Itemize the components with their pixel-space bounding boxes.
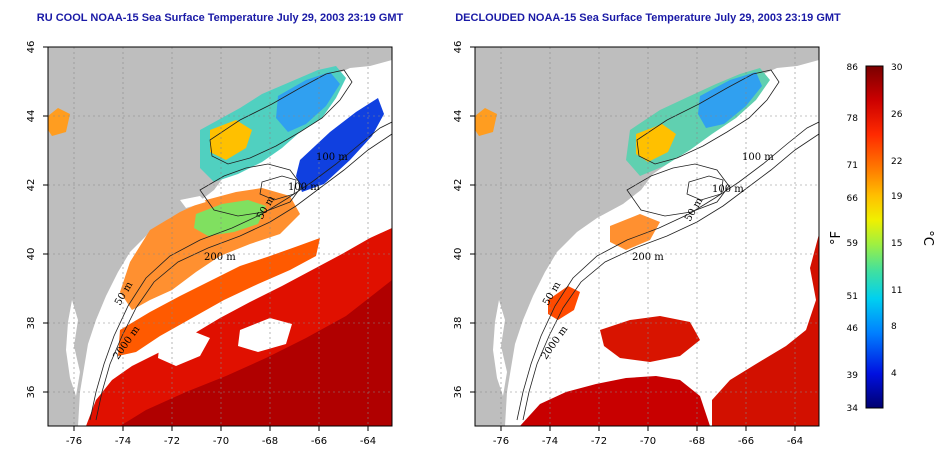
left-x-tick: -68 [262, 436, 278, 447]
right-x-tick-labels: -76 -74 -72 -70 -68 -66 -64 [493, 436, 803, 447]
right-mid-warm [600, 316, 700, 362]
right-warm-patch-ne [636, 124, 676, 162]
colorbar-c-tick: 19 [891, 192, 903, 202]
colorbar-f-tick: 78 [847, 114, 859, 124]
left-cloud-1 [300, 184, 392, 234]
left-contours [89, 69, 392, 421]
left-y-tick-labels: 46 44 42 40 38 36 [26, 41, 37, 399]
right-y-tick-labels: 46 44 42 40 38 36 [453, 41, 464, 399]
colorbar-c-tick: 11 [891, 286, 902, 296]
left-x-tick: -74 [115, 436, 131, 447]
colorbar-c-tick: 22 [891, 157, 902, 167]
left-cloud-2 [158, 330, 210, 366]
right-map-plot [475, 47, 819, 426]
right-x-tick: -66 [738, 436, 754, 447]
right-contour-label-4: 200 m [632, 252, 664, 263]
left-gulf-cold-core [276, 72, 340, 132]
left-georges-bank-cold [296, 98, 384, 192]
colorbar-fahrenheit-unit: °F [829, 231, 844, 245]
left-grid [48, 47, 392, 426]
right-y-tick: 46 [453, 41, 464, 54]
colorbar-celsius-unit: °C [920, 230, 935, 246]
left-y-tick: 40 [26, 248, 37, 261]
colorbar-f-tick: 66 [847, 194, 859, 204]
left-land [48, 47, 392, 426]
left-map-plot [48, 47, 392, 426]
left-y-tick: 38 [26, 317, 37, 330]
right-shelf-patch [610, 214, 660, 250]
right-y-tick: 38 [453, 317, 464, 330]
left-x-tick: -72 [164, 436, 180, 447]
left-contour-label-2: 100 m [288, 182, 320, 193]
left-long-island-sound [180, 196, 206, 208]
colorbar-f-tick: 71 [847, 161, 858, 171]
right-y-tick: 44 [453, 110, 464, 123]
colorbar-c-tick: 26 [891, 110, 903, 120]
left-contour-label-1: 100 m [316, 152, 348, 163]
right-land [475, 47, 819, 426]
right-ticks [470, 46, 796, 431]
right-gulf-cold-core [698, 72, 762, 128]
colorbar-f-tick: 51 [847, 292, 858, 302]
colorbar-celsius-ticks: 30 26 22 19 15 11 8 4 [891, 63, 903, 379]
left-shelf-green [194, 200, 266, 236]
right-south-warm [520, 376, 710, 426]
left-map-frame [47, 46, 393, 427]
right-grid [475, 47, 819, 426]
right-lake-warm [475, 108, 497, 136]
colorbar-gradient [865, 65, 884, 409]
right-contour-label-1: 100 m [742, 152, 774, 163]
right-contour-label-2: 100 m [712, 184, 744, 195]
colorbar-c-tick: 15 [891, 239, 902, 249]
right-map-title: DECLOUDED NOAA-15 Sea Surface Temperatur… [455, 12, 841, 24]
left-map: RU COOL NOAA-15 Sea Surface Temperature … [26, 12, 403, 447]
right-map-frame [474, 46, 820, 427]
left-y-tick: 42 [26, 179, 37, 192]
left-slope-orange [118, 238, 320, 356]
right-contours [516, 69, 819, 421]
right-y-tick: 42 [453, 179, 464, 192]
left-lake-warm [48, 108, 70, 136]
left-x-tick: -76 [66, 436, 82, 447]
colorbar-f-tick: 46 [847, 324, 859, 334]
left-ticks [43, 46, 369, 431]
right-x-tick: -76 [493, 436, 509, 447]
colorbar-f-tick: 34 [847, 404, 859, 414]
left-x-tick: -64 [360, 436, 376, 447]
colorbar-f-tick: 59 [847, 239, 859, 249]
colorbar-c-tick: 4 [891, 369, 897, 379]
left-cloud-3 [238, 318, 292, 352]
right-x-tick: -74 [542, 436, 558, 447]
right-x-tick: -72 [591, 436, 607, 447]
colorbar-f-tick: 86 [847, 63, 859, 73]
right-y-tick: 40 [453, 248, 464, 261]
right-chesapeake-bay [493, 300, 507, 396]
right-map: DECLOUDED NOAA-15 Sea Surface Temperatur… [453, 12, 841, 447]
colorbar: 86 78 71 66 59 51 46 39 34 30 26 22 19 1… [829, 63, 935, 414]
right-x-tick: -68 [689, 436, 705, 447]
right-x-tick: -64 [787, 436, 803, 447]
colorbar-c-tick: 8 [891, 322, 897, 332]
colorbar-f-tick: 39 [847, 371, 859, 381]
left-y-tick: 44 [26, 110, 37, 123]
right-x-tick: -70 [640, 436, 656, 447]
right-y-tick: 36 [453, 386, 464, 399]
left-x-tick-labels: -76 -74 -72 -70 -68 -66 -64 [66, 436, 376, 447]
left-y-tick: 36 [26, 386, 37, 399]
left-x-tick: -66 [311, 436, 327, 447]
left-x-tick: -70 [213, 436, 229, 447]
left-gulfstream-core [120, 280, 392, 426]
left-warm-patch-ne [210, 120, 252, 160]
colorbar-fahrenheit-ticks: 86 78 71 66 59 51 46 39 34 [847, 63, 859, 414]
right-offshore-warm [712, 234, 819, 426]
left-chesapeake-bay [66, 300, 80, 396]
left-y-tick: 46 [26, 41, 37, 54]
colorbar-c-tick: 30 [891, 63, 903, 73]
left-contour-label-4: 200 m [204, 252, 236, 263]
left-map-title: RU COOL NOAA-15 Sea Surface Temperature … [37, 12, 404, 24]
